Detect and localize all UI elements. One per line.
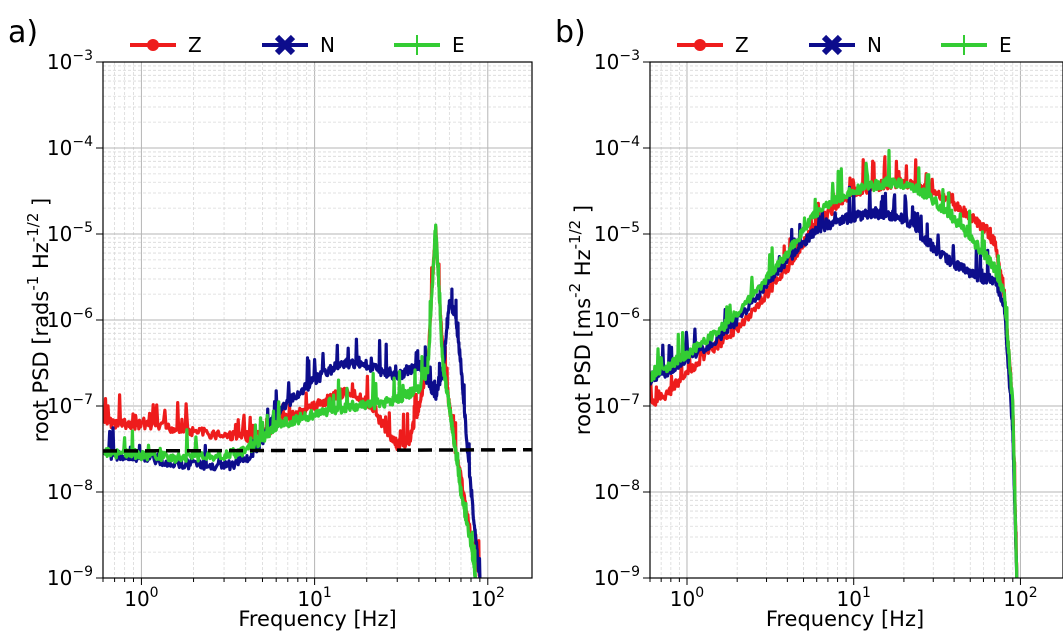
legend-plus-marker <box>407 35 427 55</box>
y-tick-label: 10−6 <box>47 306 93 332</box>
x-tick-label: 102 <box>1003 585 1037 611</box>
series-line-e <box>103 223 477 578</box>
legend-label-z: Z <box>735 33 749 57</box>
x-tick-label: 100 <box>124 585 158 611</box>
noise-reference-line <box>103 447 532 453</box>
y-tick-label: 10−5 <box>594 220 640 246</box>
y-tick-label: 10−9 <box>47 564 93 590</box>
plot-area <box>650 148 1019 578</box>
legend-label-n: N <box>867 33 882 57</box>
x-tick-label: 101 <box>297 585 331 611</box>
series-line-e <box>650 148 1019 578</box>
panel-label: b) <box>555 15 586 50</box>
y-tick-label: 10−7 <box>47 392 93 418</box>
chart-panel-a: 100 101 102 10−9 10−8 10−7 10−6 10−5 10−4 10−3 Fre… <box>8 15 533 631</box>
y-tick-label: 10−5 <box>47 220 93 246</box>
y-tick-label: 10−4 <box>47 134 93 160</box>
y-tick-label: 10−4 <box>594 134 640 160</box>
x-tick-label: 102 <box>471 585 505 611</box>
x-tick-label: 100 <box>670 585 704 611</box>
legend-circle-marker <box>694 39 706 51</box>
x-axis-label: Frequency [Hz] <box>766 607 924 631</box>
legend-label-n: N <box>320 33 335 57</box>
legend-x-marker <box>274 34 296 56</box>
legend-label-e: E <box>452 33 465 57</box>
y-tick-label: 10−8 <box>594 478 640 504</box>
series-line-n <box>103 287 482 578</box>
legend-circle-marker <box>147 39 159 51</box>
x-axis-label: Frequency [Hz] <box>238 607 396 631</box>
legend-label-e: E <box>999 33 1012 57</box>
grid-lines <box>649 61 1063 579</box>
x-tick-label: 101 <box>837 585 871 611</box>
legend-label-z: Z <box>188 33 202 57</box>
y-tick-label: 10−7 <box>594 392 640 418</box>
y-tick-label: 10−6 <box>594 306 640 332</box>
y-tick-label: 10−9 <box>594 564 640 590</box>
y-tick-label: 10−3 <box>594 48 640 74</box>
y-axis-label: root PSD [rads-1 Hz-1/2 ] <box>24 198 53 443</box>
series-line-z <box>650 155 1019 578</box>
y-tick-label: 10−8 <box>47 478 93 504</box>
legend-x-marker <box>821 34 843 56</box>
legend-plus-marker <box>954 35 974 55</box>
grid-lines <box>102 61 532 579</box>
y-axis-label: root PSD [ms-2 Hz-1/2 ] <box>566 205 595 435</box>
panel-label: a) <box>8 15 38 50</box>
series-line-n <box>650 185 1019 578</box>
chart-panel-b: 100 101 102 10−9 10−8 10−7 10−6 10−5 10−4 10−3 Fre… <box>555 15 1063 631</box>
plot-area <box>103 223 532 578</box>
y-tick-label: 10−3 <box>47 48 93 74</box>
